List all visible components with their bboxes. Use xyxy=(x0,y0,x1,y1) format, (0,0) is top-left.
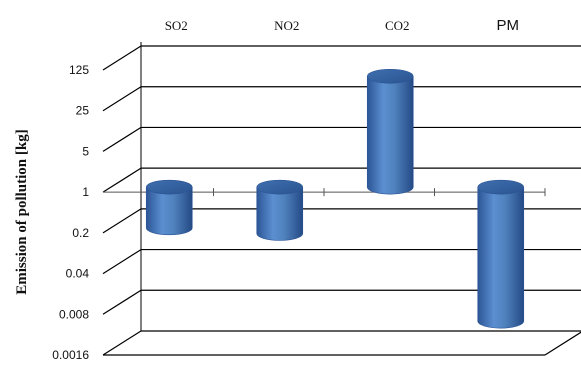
axis-labels: Emission of pollution [kg] xyxy=(14,129,30,294)
category-label-pm: PM xyxy=(497,17,520,34)
bar-cap xyxy=(366,68,414,84)
gridline-depth xyxy=(102,249,142,275)
gridline-depth xyxy=(102,45,142,71)
y-tick-label: 5 xyxy=(82,144,89,158)
bar-body xyxy=(477,186,525,329)
y-tick-label: 0.0016 xyxy=(52,348,89,362)
gridline-depth xyxy=(102,126,142,152)
bar-pm xyxy=(477,179,525,329)
gridline-depth xyxy=(102,167,142,193)
floor-side-edge xyxy=(544,331,581,356)
y-tick-label: 25 xyxy=(76,104,90,118)
y-tick-label: 0.008 xyxy=(59,307,89,321)
bar-cap xyxy=(477,179,525,195)
bar-so2 xyxy=(145,179,193,236)
bar-body xyxy=(145,186,193,236)
y-tick-label: 1 xyxy=(82,185,89,199)
category-label-so2: SO2 xyxy=(165,18,188,33)
bar-body xyxy=(256,186,304,241)
gridline-depth xyxy=(102,330,142,356)
y-tick-label: 125 xyxy=(69,63,89,77)
category-labels: SO2 NO2 CO2 PM xyxy=(165,17,519,34)
category-label-co2: CO2 xyxy=(385,18,410,33)
gridline-depth xyxy=(102,208,142,234)
bar-co2 xyxy=(366,68,414,195)
bar-no2 xyxy=(256,179,304,241)
gridline-depth xyxy=(102,289,142,315)
bar-cap xyxy=(256,179,304,195)
bar-body xyxy=(366,75,414,195)
gridlines: 125 25 5 1 0.2 0.04 0.008 0.0016 xyxy=(52,42,581,362)
bars xyxy=(145,68,525,329)
y-tick-label: 0.2 xyxy=(72,226,89,240)
y-tick-label: 0.04 xyxy=(66,267,90,281)
category-label-no2: NO2 xyxy=(274,18,299,33)
gridline-depth xyxy=(102,86,142,112)
bar-cap xyxy=(145,179,193,195)
y-axis-label: Emission of pollution [kg] xyxy=(14,129,30,294)
